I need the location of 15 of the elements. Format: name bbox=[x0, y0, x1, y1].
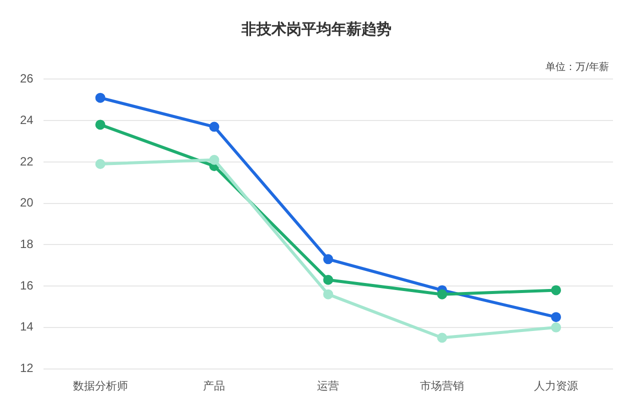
y-tick-label: 20 bbox=[20, 196, 34, 210]
y-tick-label: 18 bbox=[20, 237, 34, 251]
y-tick-label: 26 bbox=[20, 72, 34, 86]
x-tick-label: 产品 bbox=[203, 379, 226, 392]
x-tick-label: 数据分析师 bbox=[72, 380, 128, 392]
x-tick-label: 市场营销 bbox=[420, 379, 464, 392]
y-tick-label: 24 bbox=[20, 112, 34, 127]
y-tick-label: 14 bbox=[20, 320, 34, 334]
y-tick-label: 12 bbox=[20, 361, 34, 376]
y-tick-label: 22 bbox=[20, 154, 34, 168]
x-tick-label: 人力资源 bbox=[534, 379, 578, 392]
x-tick-label: 运营 bbox=[317, 379, 340, 392]
text: 单位：万/年薪 bbox=[546, 60, 609, 74]
y-tick-label: 16 bbox=[20, 278, 34, 292]
chart-title: 非技术岗平均年薪趋势 bbox=[240, 20, 392, 39]
